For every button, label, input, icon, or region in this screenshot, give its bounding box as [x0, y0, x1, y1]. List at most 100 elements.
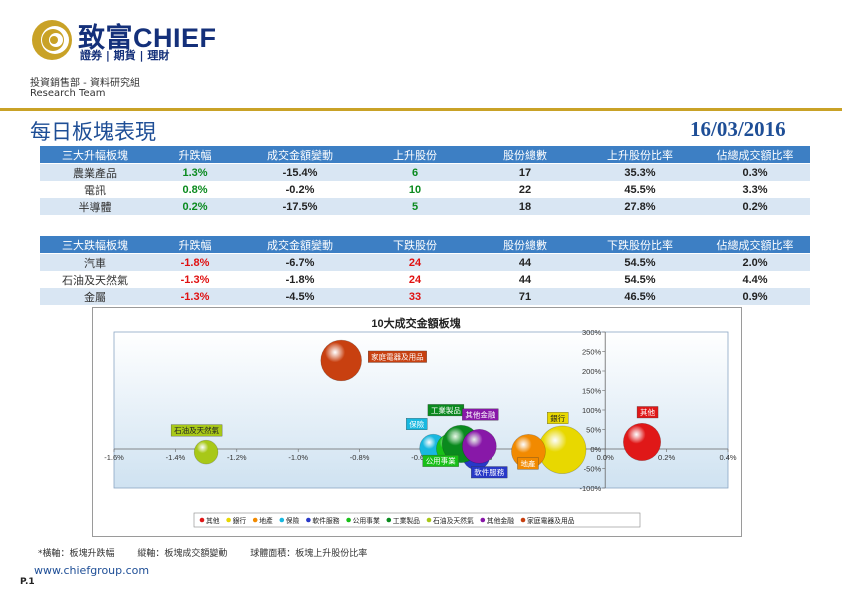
- column-header: 三大升幅板塊: [40, 146, 150, 164]
- bubble-label: 工業製品: [431, 405, 461, 415]
- bubble-label-bg: [517, 457, 539, 470]
- header-divider: [0, 108, 842, 111]
- y-tick-label: 50%: [586, 426, 601, 435]
- column-header: 三大跌幅板塊: [40, 236, 150, 254]
- y-tick-label: 200%: [582, 367, 602, 376]
- bubble-label: 石油及天然氣: [174, 425, 219, 435]
- top-gainers-table: 三大升幅板塊 升跌幅 成交金額變動 上升股份 股份總數 上升股份比率 佔總成交額…: [40, 146, 810, 215]
- bubble-9: [320, 339, 362, 382]
- column-header: 成交金額變動: [240, 236, 360, 254]
- bubble-chart: 10大成交金額板塊 -1.6% -1.4% -1.2% -1.0% -0.8% -0.6%…: [104, 316, 737, 528]
- sector-name: 農業產品: [40, 163, 150, 181]
- bubble-label: 公用事業: [426, 456, 456, 466]
- bubble-label: 其他: [640, 407, 655, 417]
- legend-marker: [480, 517, 486, 523]
- table-row: 半導體 0.2% -17.5% 5 18 27.8% 0.2%: [40, 198, 810, 215]
- legend-marker: [252, 517, 258, 523]
- bubble-label: 其他金融: [465, 409, 495, 419]
- legend-entry: 公用事業: [353, 516, 380, 525]
- x-tick-label: 0.2%: [658, 453, 675, 462]
- legend-marker: [226, 517, 231, 523]
- bubble-label-bg: [170, 424, 223, 437]
- y-tick-label: 300%: [582, 328, 602, 337]
- total-count: 17: [470, 163, 580, 181]
- x-tick-label: -0.6%: [411, 453, 431, 462]
- legend-entry: 其他: [206, 516, 220, 525]
- bubble-7: [193, 439, 219, 465]
- change-pct: -1.8%: [150, 253, 240, 271]
- x-tick-label: 0.0%: [597, 453, 614, 462]
- turnover-share: 2.0%: [700, 253, 810, 271]
- legend-marker: [520, 517, 526, 523]
- total-count: 22: [518, 183, 532, 196]
- footnote-y-axis: 縱軸：板塊成交額變動: [137, 549, 228, 559]
- legend-marker: [386, 517, 392, 523]
- legend-entry: 工業製品: [393, 516, 420, 525]
- legend-entry: 家庭電器及用品: [527, 516, 575, 525]
- legend-entry: 軟件服務: [312, 516, 339, 525]
- legend-marker: [346, 517, 351, 523]
- x-tick-label: -1.6%: [104, 453, 124, 462]
- y-tick-label: 0%: [590, 445, 601, 454]
- y-tick-label: 250%: [582, 348, 602, 357]
- bubble-label: 銀行: [550, 413, 566, 423]
- bubble-label-bg: [547, 412, 569, 424]
- bubble-label-bg: [636, 406, 659, 419]
- bubble-label-bg: [368, 350, 427, 363]
- rising-count: 10: [408, 183, 422, 196]
- legend-entry: 石油及天然氣: [433, 516, 474, 525]
- column-header: 下跌股份: [360, 236, 470, 254]
- turnover-share: 0.3%: [700, 163, 810, 181]
- chart-title: 10大成交金額板塊: [371, 316, 460, 330]
- bubble-label-bg: [462, 408, 499, 421]
- legend-marker: [199, 517, 205, 523]
- footnote-bubble: 球體面積：板塊上升股份比率: [250, 549, 368, 559]
- bubble-label: 保險: [409, 419, 424, 429]
- column-header: 成交金額變動: [240, 146, 360, 164]
- x-tick-label: -0.8%: [350, 453, 370, 462]
- report-date: 16/03/2016: [690, 117, 786, 141]
- brand-subtitle: 證券 | 期貨 | 理財: [80, 49, 170, 62]
- website-link[interactable]: www.chiefgroup.com: [34, 564, 150, 577]
- bubble-label: 地產: [520, 458, 535, 468]
- chief-logo-icon: [32, 20, 72, 60]
- sector-name: 半導體: [40, 198, 150, 215]
- bubble-8: [462, 428, 497, 464]
- y-tick-label: 150%: [582, 387, 602, 396]
- change-pct: -1.3%: [150, 288, 240, 305]
- legend-entry: 銀行: [233, 516, 247, 525]
- y-tick-label: -100%: [580, 484, 602, 493]
- top-losers-table: 三大跌幅板塊 升跌幅 成交金額變動 下跌股份 股份總數 下跌股份比率 佔總成交額…: [40, 236, 810, 305]
- column-header: 上升股份比率: [580, 146, 700, 164]
- change-pct: 0.8%: [182, 183, 208, 196]
- sector-name: 汽車: [40, 253, 150, 271]
- legend-entry: 地產: [259, 516, 273, 525]
- sector-name: 石油及天然氣: [62, 274, 128, 287]
- x-tick-label: -1.0%: [288, 453, 308, 462]
- column-header: 上升股份: [360, 146, 470, 164]
- column-header: 股份總數: [470, 236, 580, 254]
- rising-count: 5: [360, 198, 470, 215]
- falling-count: 33: [360, 288, 470, 305]
- column-header: 升跌幅: [150, 236, 240, 254]
- turnover-change: -15.4%: [240, 163, 360, 181]
- x-tick-label: -1.2%: [227, 453, 247, 462]
- turnover-change: -17.5%: [240, 198, 360, 215]
- change-pct: 1.3%: [150, 163, 240, 181]
- page-number: P.1: [20, 577, 35, 587]
- bubble-label-bg: [422, 454, 459, 467]
- total-count: 44: [518, 273, 532, 286]
- bubble-label: 軟件服務: [474, 467, 504, 477]
- turnover-change: -4.5%: [240, 288, 360, 305]
- rising-ratio: 27.8%: [580, 198, 700, 215]
- table-row: 農業產品 1.3% -15.4% 6 17 35.3% 0.3%: [40, 163, 810, 181]
- legend-box: [193, 512, 641, 528]
- turnover-change: -0.2%: [285, 183, 315, 196]
- y-tick-label: -50%: [584, 465, 602, 474]
- bubble-0: [623, 422, 662, 461]
- column-header: 佔總成交額比率: [700, 146, 810, 164]
- turnover-share: 4.4%: [742, 273, 768, 286]
- sector-name: 電訊: [84, 184, 106, 197]
- column-header: 下跌股份比率: [580, 236, 700, 254]
- x-tick-label: 0.4%: [719, 453, 736, 462]
